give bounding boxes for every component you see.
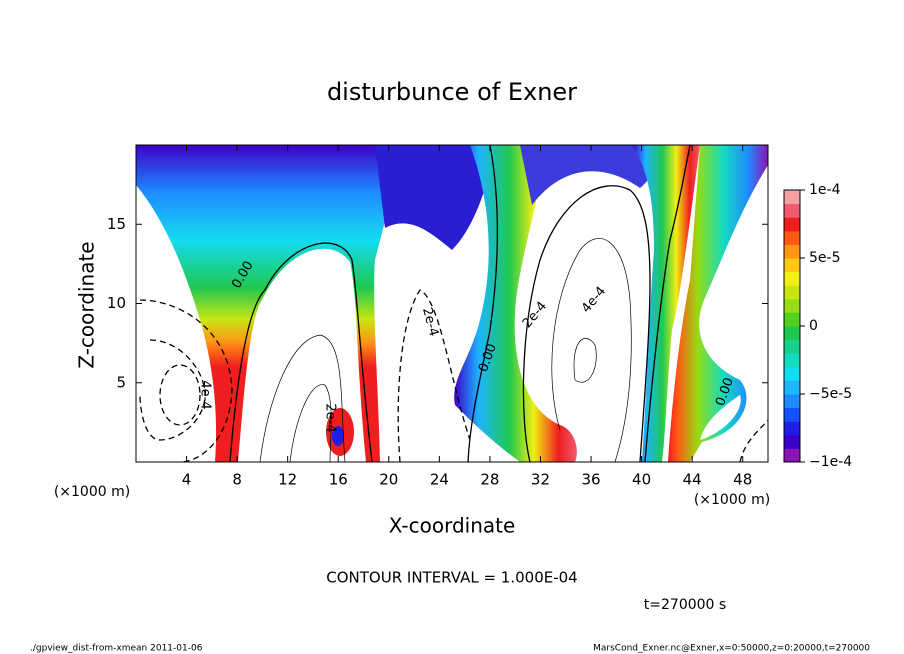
colorbar-tick-label: 5e-5 [809,250,840,266]
colorbar-level [784,203,800,218]
contour-field [136,145,768,462]
footer-left: ./gpview_dist-from-xmean 2011-01-06 [30,644,203,654]
x-tick-label: 4 [182,471,192,489]
colorbar-level [784,448,800,463]
colorbar-level [784,380,800,395]
colorbar-level [784,326,800,341]
x-tick-label: 28 [480,471,499,489]
colorbar-level [784,271,800,286]
y-axis-label: Z-coordinate [75,241,99,368]
x-tick-label: 32 [531,471,550,489]
x-tick-label: 8 [232,471,242,489]
y-tick-label: 5 [116,373,126,391]
colorbar-level [784,244,800,259]
colorbar-level [784,190,800,205]
colorbar-tick-label: −1e-4 [809,454,852,470]
x-tick-label: 24 [430,471,449,489]
colorbar-level [784,434,800,449]
contour-interval: CONTOUR INTERVAL = 1.000E-04 [326,569,577,587]
contour-label: 2e-4 [323,403,338,432]
y-tick-label: 15 [107,215,126,233]
colorbar-tick-label: 0 [809,318,818,334]
colorbar-level [784,217,800,232]
chart-title: disturbunce of Exner [327,78,577,106]
colorbar-level [784,394,800,409]
x-tick-label: 36 [581,471,600,489]
colorbar-level [784,339,800,354]
colorbar-level [784,230,800,245]
colorbar-tick-label: −5e-5 [809,386,852,402]
colorbar-level [784,366,800,381]
contour-label: 2e-4 [419,306,441,338]
y-unit: (×1000 m) [54,484,130,500]
colorbar-level [784,353,800,368]
x-unit: (×1000 m) [694,492,770,508]
x-tick-label: 12 [278,471,297,489]
colorbar-level [784,298,800,313]
x-axis-label: X-coordinate [389,514,516,538]
x-tick-label: 40 [632,471,651,489]
y-tick-label: 10 [107,294,126,312]
x-tick-label: 16 [329,471,348,489]
colorbar-level [784,285,800,300]
colorbar-level [784,258,800,273]
footer-right: MarsCond_Exner.nc@Exner,x=0:50000,z=0:20… [593,644,870,654]
colorbar-level [784,312,800,327]
colorbar-tick-label: 1e-4 [809,182,841,198]
x-tick-label: 44 [683,471,702,489]
x-tick-label: 48 [733,471,752,489]
x-tick-label: 20 [379,471,398,489]
time-label: t=270000 s [644,597,726,613]
colorbar-level [784,421,800,436]
colorbar-level [784,407,800,422]
contour-label: 4e-4 [198,380,213,409]
